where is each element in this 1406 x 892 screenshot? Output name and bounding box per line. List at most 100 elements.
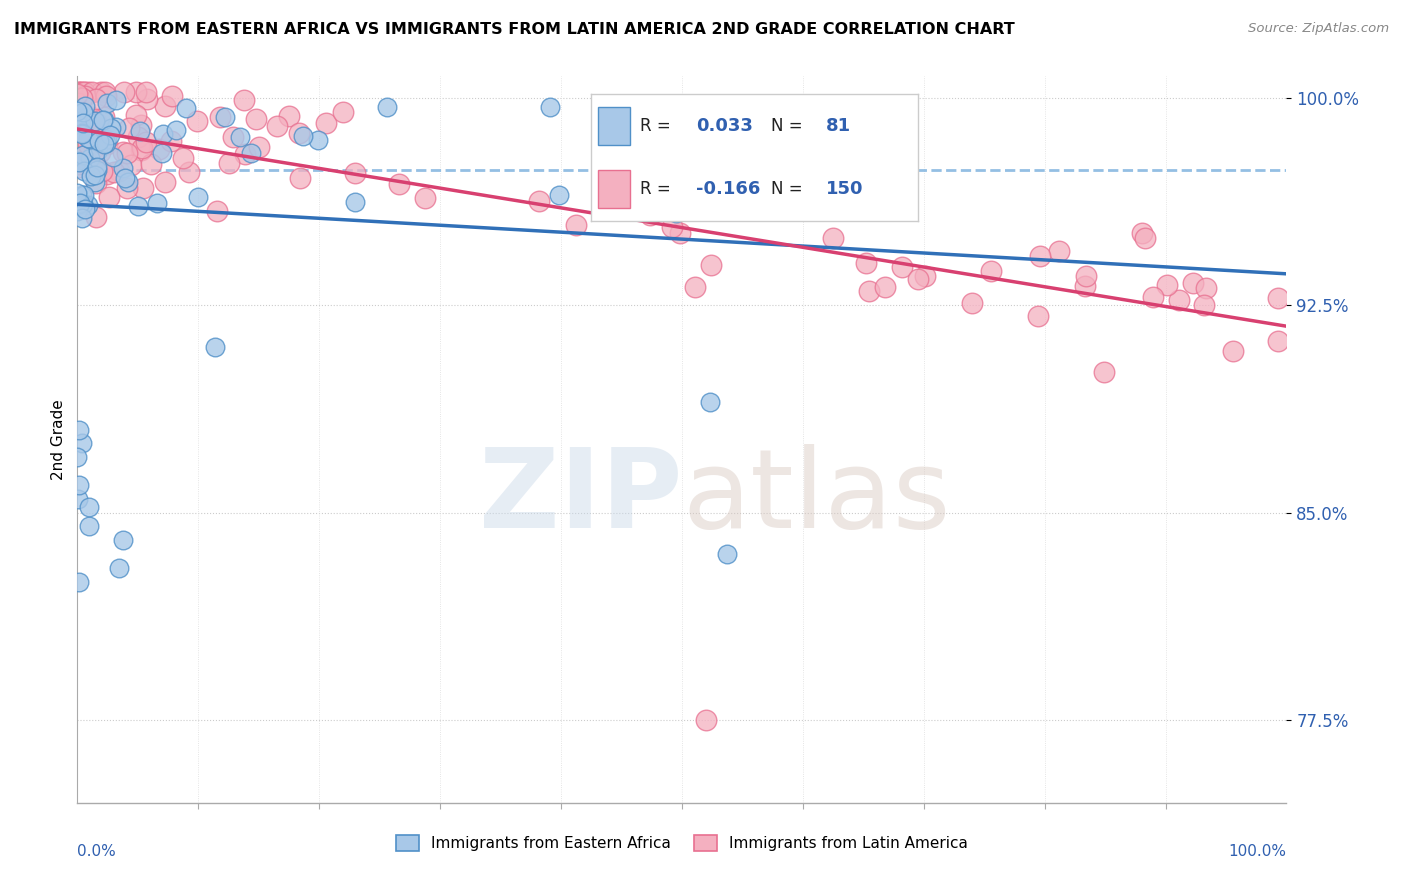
- Point: [86, 160, 108, 174]
- Point: [914, 268, 936, 283]
- Point: [823, 231, 845, 245]
- Point: [70, 124, 93, 138]
- Point: [638, 208, 661, 222]
- Point: [84, 113, 107, 128]
- Point: [66, 107, 89, 121]
- Point: [1130, 226, 1153, 240]
- Point: [980, 264, 1002, 278]
- Point: [716, 547, 738, 561]
- Point: [160, 134, 183, 148]
- Point: [1073, 279, 1095, 293]
- Point: [72, 116, 94, 130]
- Point: [1092, 365, 1115, 379]
- Point: [70, 188, 93, 202]
- Point: [239, 146, 262, 161]
- Point: [77, 519, 100, 533]
- Point: [266, 119, 288, 133]
- Point: [621, 167, 644, 181]
- Point: [67, 160, 90, 174]
- Point: [699, 258, 721, 272]
- Point: [66, 143, 89, 157]
- Point: [73, 108, 96, 122]
- Point: [66, 491, 89, 506]
- Point: [96, 132, 118, 146]
- Point: [152, 127, 174, 141]
- Point: [94, 136, 117, 151]
- Point: [1076, 269, 1098, 284]
- Point: [77, 140, 100, 154]
- Point: [94, 86, 117, 100]
- Point: [218, 155, 240, 169]
- Point: [172, 151, 194, 165]
- Point: [415, 191, 437, 205]
- Point: [127, 199, 149, 213]
- Point: [87, 135, 110, 149]
- Point: [633, 198, 655, 212]
- Point: [80, 143, 103, 157]
- Point: [683, 280, 706, 294]
- Point: [75, 128, 97, 143]
- Point: [131, 143, 153, 157]
- Point: [75, 99, 97, 113]
- Point: [247, 140, 270, 154]
- Point: [115, 181, 138, 195]
- Point: [67, 423, 90, 437]
- Point: [108, 561, 131, 575]
- Point: [73, 86, 96, 100]
- Point: [145, 195, 167, 210]
- Point: [67, 95, 90, 110]
- Point: [129, 124, 152, 138]
- Point: [93, 134, 115, 148]
- Point: [699, 395, 721, 409]
- Point: [79, 151, 101, 165]
- Point: [105, 120, 128, 135]
- Point: [77, 132, 100, 146]
- Point: [67, 126, 90, 140]
- Point: [332, 104, 354, 119]
- Point: [73, 148, 96, 162]
- Legend: Immigrants from Eastern Africa, Immigrants from Latin America: Immigrants from Eastern Africa, Immigran…: [389, 829, 974, 857]
- Point: [96, 89, 118, 103]
- Point: [174, 101, 197, 115]
- Point: [118, 120, 141, 135]
- Point: [131, 180, 153, 194]
- Point: [79, 132, 101, 146]
- Point: [204, 340, 226, 354]
- Point: [69, 196, 91, 211]
- Point: [75, 202, 97, 216]
- Point: [103, 165, 125, 179]
- Point: [669, 226, 692, 240]
- Point: [343, 195, 366, 210]
- Point: [548, 188, 571, 202]
- Point: [77, 198, 100, 212]
- Point: [695, 713, 717, 727]
- Point: [77, 86, 100, 100]
- Point: [91, 113, 114, 128]
- Point: [72, 197, 94, 211]
- Point: [135, 86, 157, 100]
- Point: [315, 116, 337, 130]
- Point: [1029, 249, 1052, 263]
- Point: [66, 157, 89, 171]
- Point: [76, 111, 98, 125]
- Point: [67, 95, 90, 110]
- Point: [135, 135, 157, 149]
- Point: [91, 164, 114, 178]
- Point: [66, 105, 89, 120]
- Point: [73, 139, 96, 153]
- Point: [67, 574, 90, 589]
- Point: [288, 171, 311, 186]
- Point: [960, 296, 983, 310]
- Point: [66, 154, 89, 169]
- Point: [131, 141, 153, 155]
- Text: atlas: atlas: [682, 444, 950, 551]
- Point: [66, 450, 89, 465]
- Point: [153, 175, 176, 189]
- Point: [891, 260, 914, 274]
- Point: [66, 104, 89, 119]
- Y-axis label: 2nd Grade: 2nd Grade: [51, 399, 66, 480]
- Point: [89, 127, 111, 141]
- Point: [67, 196, 90, 211]
- Point: [112, 145, 135, 160]
- Point: [1267, 334, 1289, 348]
